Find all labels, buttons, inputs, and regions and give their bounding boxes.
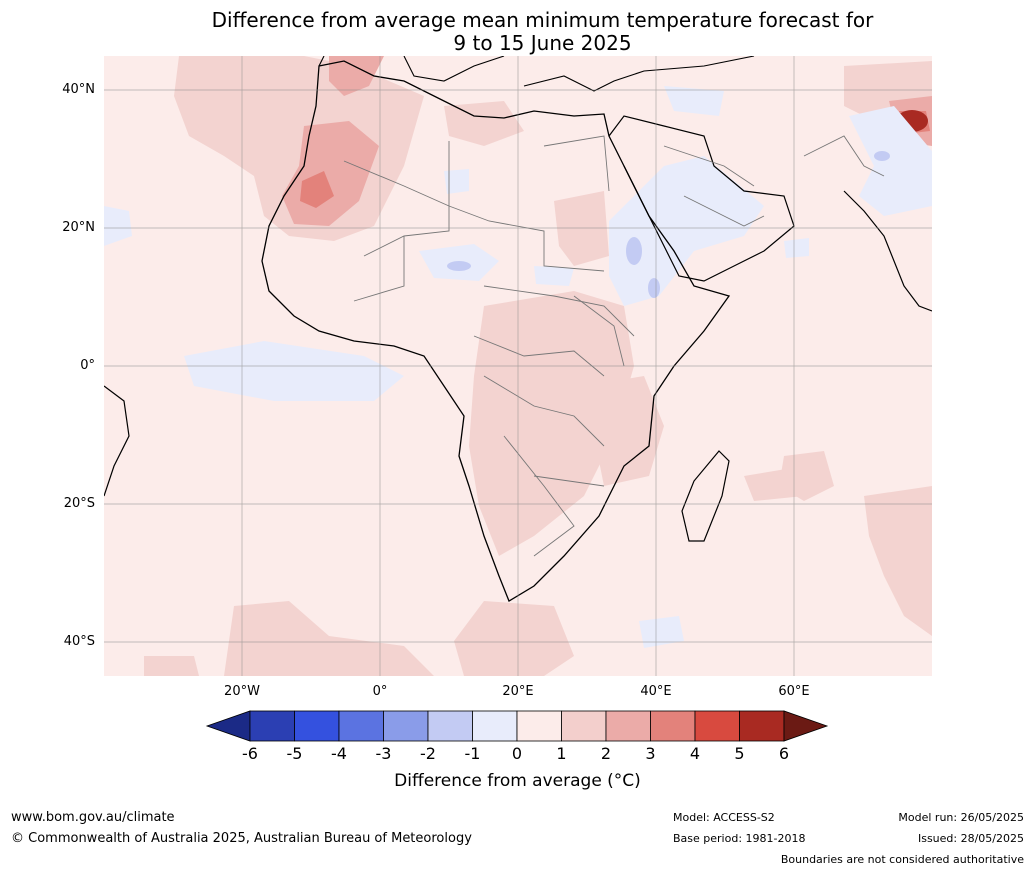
colorbar-cell [650, 710, 696, 742]
colorbar-tick-label: 1 [556, 744, 567, 763]
colorbar-cell [739, 710, 785, 742]
colorbar-cell [249, 710, 295, 742]
graticule [104, 56, 932, 676]
anomaly-plus1-2-regions [144, 56, 932, 676]
colorbar-arrow-low [205, 710, 251, 742]
title-line-2: 9 to 15 June 2025 [453, 31, 632, 55]
colorbar-cell [516, 710, 562, 742]
website-link[interactable]: www.bom.gov.au/climate [11, 810, 175, 825]
model-run-date: Model run: 26/05/2025 [898, 811, 1024, 824]
colorbar-tick-label: -4 [331, 744, 347, 763]
colorbar-tick-label: 4 [689, 744, 701, 763]
issued-date: Issued: 28/05/2025 [917, 832, 1024, 845]
colorbar-cell [605, 710, 651, 742]
chart-title: Difference from average mean minimum tem… [0, 9, 1035, 55]
madagascar-coastline [681, 450, 730, 542]
colorbar-tick-label: 5 [734, 744, 745, 763]
colorbar-tick-label: -6 [242, 744, 258, 763]
colorbar-tick-label: -5 [286, 744, 303, 763]
lon-label-40e: 40°E [640, 684, 672, 699]
lat-label-20n: 20°N [62, 220, 95, 235]
colorbar-cell [427, 710, 473, 742]
model-name: Model: ACCESS-S2 [673, 811, 775, 824]
colorbar-tick-label: 3 [645, 744, 656, 763]
anomaly-minus1-0-regions [104, 86, 932, 648]
title-line-1: Difference from average mean minimum tem… [211, 8, 874, 32]
country-boundaries [343, 135, 885, 557]
forecast-map [104, 56, 932, 676]
lat-label-equator: 0° [80, 358, 95, 373]
colorbar-tick-label: 2 [600, 744, 612, 763]
colorbar-cell [694, 710, 740, 742]
south-america-coastline [104, 385, 130, 497]
anomaly-minus2-1-regions [447, 151, 890, 298]
lat-label-40n: 40°N [62, 82, 95, 97]
colorbar-cell [472, 710, 518, 742]
lat-label-40s: 40°S [63, 634, 95, 649]
colorbar-cell [561, 710, 607, 742]
colorbar-cell [294, 710, 340, 742]
colorbar-tick-label: -1 [464, 744, 481, 763]
colorbar-arrow-high [783, 710, 829, 742]
colorbar-cell [338, 710, 384, 742]
colorbar-tick-label: -3 [375, 744, 392, 763]
colorbar-tick-label: -2 [420, 744, 436, 763]
base-period: Base period: 1981-2018 [673, 832, 806, 845]
copyright-text: © Commonwealth of Australia 2025, Austra… [11, 831, 472, 846]
colorbar [205, 710, 829, 742]
lon-label-60e: 60°E [778, 684, 810, 699]
lon-label-20e: 20°E [502, 684, 534, 699]
lat-label-20s: 20°S [63, 496, 95, 511]
india-coastline [843, 190, 932, 312]
lon-label-0: 0° [372, 684, 388, 699]
lon-label-20w: 20°W [224, 684, 260, 699]
colorbar-tick-label: 0 [511, 744, 523, 763]
colorbar-title: Difference from average (°C) [394, 771, 641, 791]
colorbar-cell [383, 710, 429, 742]
colorbar-tick-label: 6 [778, 744, 790, 763]
boundaries-disclaimer: Boundaries are not considered authoritat… [780, 853, 1024, 866]
africa-coastline [261, 60, 731, 602]
europe-coastline [318, 56, 755, 92]
map-graphic [104, 56, 932, 676]
